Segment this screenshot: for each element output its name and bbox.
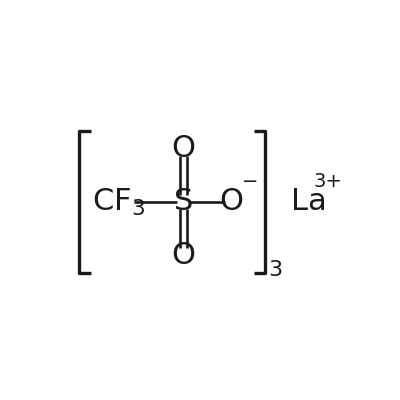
Text: O: O [171,241,195,270]
Text: 3: 3 [269,260,283,280]
Text: O: O [171,134,195,162]
Text: La: La [291,188,327,216]
Text: S: S [174,188,193,216]
Text: CF$_3$: CF$_3$ [92,186,145,218]
Text: 3+: 3+ [313,172,342,192]
Text: O: O [219,188,243,216]
Text: −: − [242,172,258,192]
